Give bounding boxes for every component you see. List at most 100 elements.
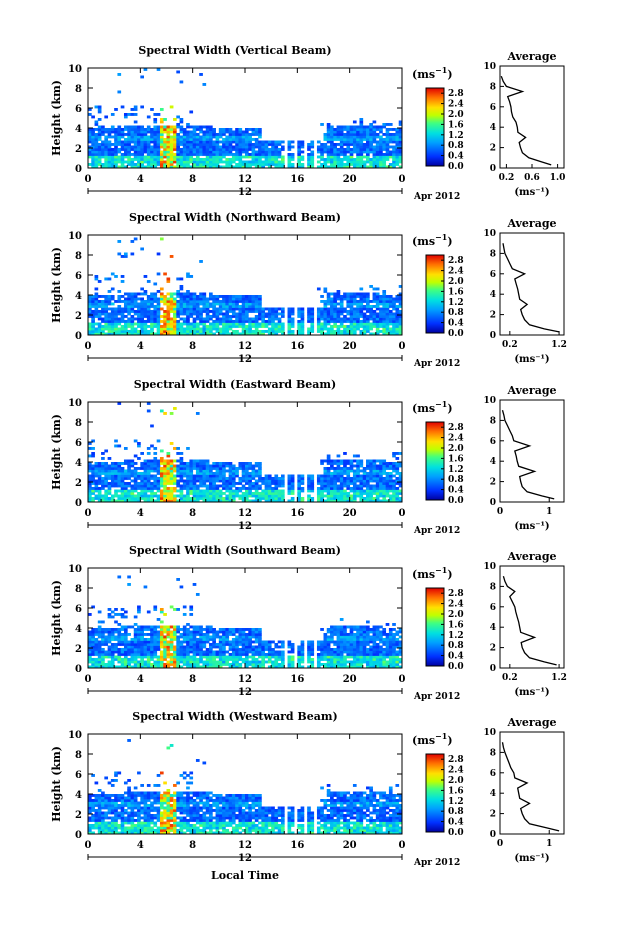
- heatmap-cell: [123, 332, 128, 336]
- heatmap-cell: [209, 482, 213, 485]
- heatmap-cell: [349, 464, 354, 468]
- heatmap-cell: [88, 469, 92, 473]
- heatmap-cell: [388, 327, 393, 331]
- heatmap-cell: [352, 320, 357, 323]
- heatmap-cell: [343, 292, 347, 296]
- heatmap-cell: [392, 464, 396, 468]
- heatmap-cell: [189, 638, 194, 641]
- heatmap-cell: [352, 474, 357, 478]
- heatmap-cell: [166, 663, 171, 666]
- heatmap-cell: [189, 645, 194, 649]
- heatmap-cell: [359, 307, 364, 311]
- heatmap-cell: [91, 628, 95, 631]
- x-tick-label: 20: [343, 174, 357, 185]
- heatmap-cell: [359, 133, 364, 136]
- heatmap-cell: [271, 143, 275, 146]
- heatmap-cell: [369, 494, 373, 498]
- heatmap-cell: [101, 145, 105, 149]
- heatmap-cell: [195, 150, 200, 154]
- heatmap-cell: [320, 477, 324, 480]
- heatmap-cell: [88, 108, 92, 111]
- heatmap-cell: [366, 467, 370, 470]
- heatmap-cell: [153, 492, 158, 495]
- heatmap-cell: [166, 452, 171, 455]
- heatmap-cell: [163, 492, 167, 495]
- heatmap-cell: [330, 312, 334, 316]
- heatmap-cell: [176, 648, 180, 651]
- heatmap-cell: [110, 155, 115, 159]
- heatmap-cell: [156, 472, 161, 475]
- heatmap-cell: [336, 317, 341, 321]
- heatmap-cell: [392, 302, 396, 306]
- heatmap-cell: [104, 643, 109, 646]
- heatmap-cell: [241, 312, 246, 316]
- heatmap-cell: [137, 138, 141, 141]
- heatmap-cell: [137, 315, 141, 318]
- heatmap-cell: [169, 153, 174, 156]
- heatmap-cell: [297, 307, 301, 311]
- heatmap-cell: [336, 297, 341, 301]
- heatmap-cell: [339, 145, 344, 149]
- heatmap-cell: [225, 143, 230, 146]
- heatmap-cell: [339, 467, 344, 470]
- heatmap-cell: [179, 153, 184, 156]
- heatmap-cell: [388, 464, 393, 468]
- heatmap-cell: [362, 477, 367, 480]
- heatmap-cell: [248, 140, 252, 144]
- heatmap-cell: [159, 650, 164, 654]
- heatmap-cell: [130, 648, 135, 651]
- heatmap-cell: [163, 297, 167, 301]
- heatmap-cell: [143, 459, 148, 463]
- heatmap-cell: [186, 130, 190, 134]
- heatmap-cell: [297, 474, 301, 478]
- heatmap-cell: [146, 658, 151, 661]
- heatmap-cell: [94, 482, 99, 485]
- heatmap-cell: [189, 140, 194, 144]
- heatmap-cell: [274, 145, 279, 149]
- heatmap-cell: [359, 123, 364, 126]
- heatmap-cell: [202, 645, 207, 649]
- x-tick-label: 0: [85, 508, 92, 519]
- heatmap-cell: [166, 489, 171, 493]
- heatmap-cell: [205, 630, 210, 634]
- heatmap-cell: [366, 330, 370, 333]
- heatmap-cell: [218, 665, 223, 669]
- heatmap-cell: [94, 472, 99, 475]
- heatmap-cell: [104, 462, 109, 465]
- heatmap-cell: [153, 469, 158, 473]
- heatmap-cell: [159, 138, 164, 141]
- heatmap-cell: [231, 479, 236, 483]
- heatmap-cell: [140, 462, 144, 465]
- heatmap-cell: [169, 633, 174, 636]
- heatmap-cell: [192, 638, 197, 641]
- heatmap-cell: [137, 310, 141, 313]
- heatmap-cell: [258, 133, 262, 136]
- heatmap-cell: [205, 625, 210, 629]
- heatmap-cell: [379, 459, 383, 463]
- heatmap-cell: [212, 158, 216, 161]
- heatmap-cell: [388, 494, 393, 498]
- heatmap-cell: [110, 638, 115, 641]
- heatmap-cell: [192, 499, 197, 503]
- heatmap-cell: [280, 482, 285, 485]
- heatmap-cell: [176, 277, 180, 281]
- heatmap-cell: [369, 474, 373, 478]
- heatmap-cell: [251, 160, 256, 164]
- heatmap-cell: [163, 412, 167, 415]
- heatmap-cell: [192, 653, 197, 656]
- heatmap-cell: [143, 68, 148, 71]
- heatmap-cell: [215, 467, 220, 470]
- heatmap-cell: [225, 297, 230, 301]
- heatmap-cell: [271, 482, 275, 485]
- heatmap-cell: [130, 133, 135, 136]
- heatmap-cell: [261, 317, 266, 321]
- heatmap-cell: [352, 300, 357, 303]
- heatmap-cell: [176, 70, 180, 74]
- heatmap-cell: [264, 489, 269, 493]
- heatmap-cell: [343, 163, 347, 166]
- heatmap-cell: [231, 330, 236, 333]
- heatmap-cell: [307, 165, 311, 169]
- heatmap-cell: [97, 665, 102, 669]
- heatmap-cell: [343, 484, 347, 488]
- heatmap-cell: [261, 320, 266, 323]
